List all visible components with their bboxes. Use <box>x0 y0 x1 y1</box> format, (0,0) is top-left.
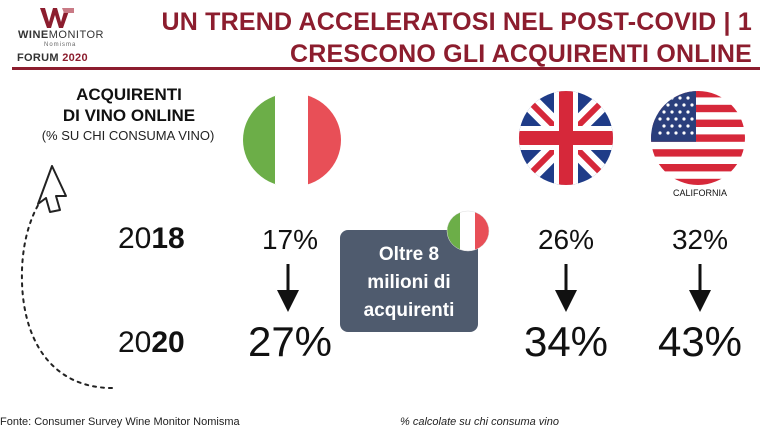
title-line-2: CRESCONO GLI ACQUIRENTI ONLINE <box>289 40 752 68</box>
year-2018-prefix: 20 <box>118 222 152 255</box>
uk-value-2020: 34% <box>523 318 609 365</box>
forum-word: FORUM <box>17 52 59 64</box>
italy-down-arrow-icon <box>277 264 299 312</box>
year-2020-prefix: 20 <box>118 326 152 359</box>
uk-down-arrow-icon <box>555 264 577 312</box>
uk-flag-icon <box>519 91 613 185</box>
callout-line-3: acquirenti <box>363 300 455 321</box>
metric-title-line-1: ACQUIRENTI <box>76 85 182 104</box>
usa-caption: CALIFORNIA <box>672 188 727 198</box>
italy-value-2018: 17% <box>261 224 319 255</box>
year-2020-suffix: 20 <box>151 326 185 359</box>
page-title: UN TREND ACCELERATOSI NEL POST-COVID | 1… <box>161 6 752 70</box>
header-divider <box>12 67 760 70</box>
title-line-1: UN TREND ACCELERATOSI NEL POST-COVID | 1 <box>161 8 752 36</box>
year-2020-label: 2020 <box>118 326 185 360</box>
metric-title-line-2: DI VINO ONLINE <box>62 106 196 125</box>
callout-line-1: Oltre 8 <box>378 244 440 265</box>
italy-flag-icon <box>243 93 341 187</box>
year-2018-label: 2018 <box>118 222 185 256</box>
italy-small-flag-icon <box>446 210 490 252</box>
usa-value-2018: 32% <box>671 224 729 255</box>
forum-year: 2020 <box>62 52 88 64</box>
usa-value-2020: 43% <box>657 318 743 365</box>
growth-curve-arrow-icon <box>20 165 113 389</box>
logo-wordmark-light: MONITOR <box>48 29 104 41</box>
metric-title: ACQUIRENTI DI VINO ONLINE <box>44 84 214 126</box>
callout-line-2: milioni di <box>367 272 451 293</box>
source-note: Fonte: Consumer Survey Wine Monitor Nomi… <box>0 416 240 428</box>
forum-label: FORUM 2020 <box>17 52 88 64</box>
usa-down-arrow-icon <box>689 264 711 312</box>
italy-value-2020: 27% <box>247 318 333 365</box>
uk-value-2018: 26% <box>537 224 595 255</box>
usa-flag-icon <box>651 91 745 185</box>
logo-wordmark: WINEMONITOR <box>18 29 104 41</box>
metric-subtitle: (% SU CHI CONSUMA VINO) <box>41 128 215 143</box>
calculation-note: % calcolate su chi consuma vino <box>400 416 559 428</box>
logo-wordmark-bold: WINE <box>18 29 49 41</box>
year-2018-suffix: 18 <box>151 222 185 255</box>
logo-subtitle: Nomisma <box>44 42 77 48</box>
wine-monitor-logo-mark <box>40 8 74 28</box>
